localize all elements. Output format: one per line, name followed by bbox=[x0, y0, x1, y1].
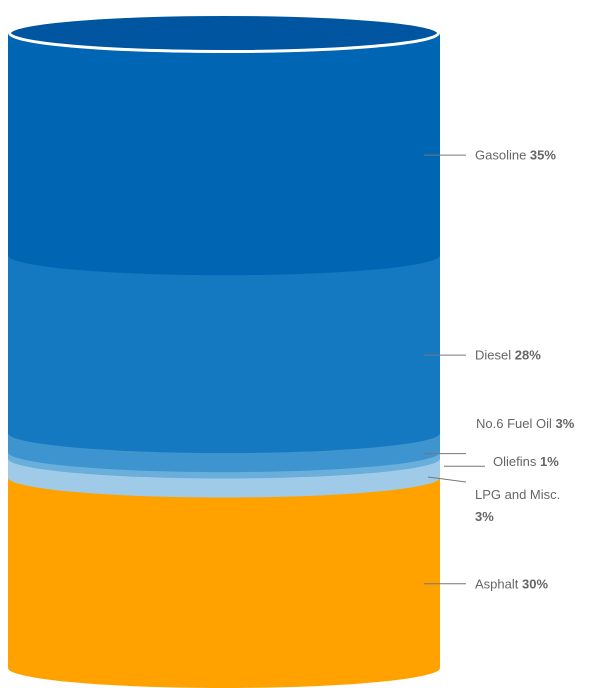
label-value-lpg-and-misc: 3% bbox=[475, 509, 494, 524]
label-gasoline: Gasoline 35% bbox=[475, 148, 556, 163]
label-diesel: Diesel 28% bbox=[475, 348, 541, 363]
segment-gasoline bbox=[8, 33, 440, 276]
segment-asphalt bbox=[8, 477, 440, 688]
label-lpg-and-misc: LPG and Misc. bbox=[475, 487, 560, 502]
cylinder-top-cap bbox=[8, 13, 440, 53]
leader-line-lpg-and-misc bbox=[427, 476, 467, 483]
segment-labels: Gasoline 35% Diesel 28% No.6 Fuel Oil 3% Ol… bbox=[424, 148, 575, 591]
top-cap-ellipse bbox=[8, 13, 440, 53]
label-oliefins: Oliefins 1% bbox=[493, 454, 559, 469]
cylinder-segments bbox=[8, 33, 440, 688]
label-asphalt: Asphalt 30% bbox=[475, 576, 548, 591]
segment-diesel bbox=[8, 255, 440, 454]
label-no-6-fuel-oil: No.6 Fuel Oil 3% bbox=[476, 416, 575, 431]
